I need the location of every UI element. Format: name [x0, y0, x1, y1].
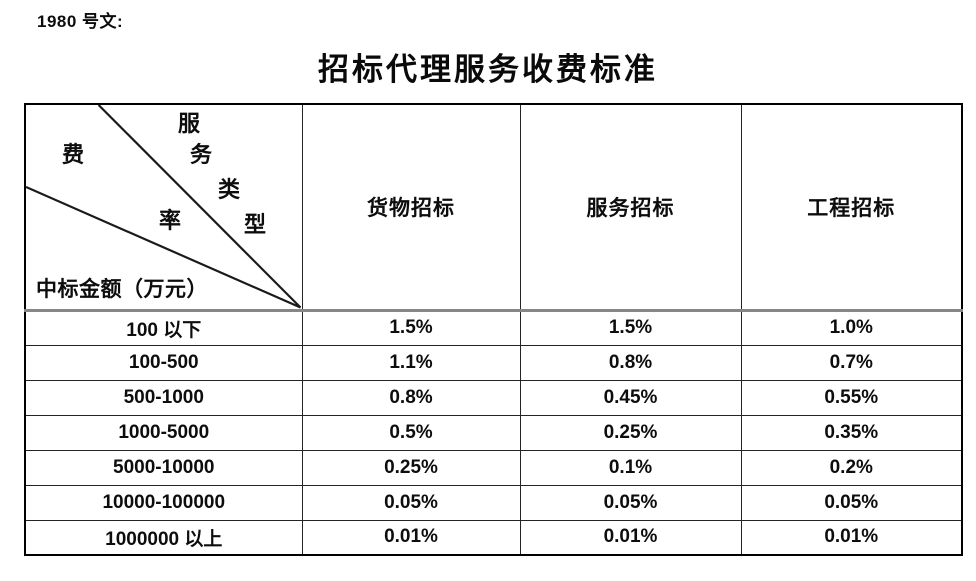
fee-value-cell: 1.0% [740, 309, 963, 346]
fee-value-cell: 0.01% [740, 519, 963, 556]
fee-value-cell: 0.8% [519, 344, 742, 381]
corner-fee-rate-char: 费 [62, 142, 85, 167]
page-title: 招标代理服务收费标准 [318, 52, 658, 87]
table-row: 100-500 1.1% 0.8% 0.7% [24, 344, 963, 381]
fee-value-cell: 0.7% [740, 344, 963, 381]
amount-range-cell: 1000000 以上 [24, 519, 303, 556]
amount-range-cell: 100-500 [24, 344, 303, 381]
fee-value-cell: 1.5% [301, 309, 521, 346]
fee-value-cell: 1.5% [519, 309, 742, 346]
amount-range-cell: 500-1000 [24, 379, 303, 416]
fee-value-cell: 0.8% [301, 379, 521, 416]
fee-value-cell: 1.1% [301, 344, 521, 381]
amount-range-cell: 5000-10000 [24, 449, 303, 486]
col-header-goods-bidding: 货物招标 [301, 103, 521, 312]
doc-number-label: 1980 号文: [37, 12, 124, 31]
fee-value-cell: 0.01% [301, 519, 521, 556]
table-row: 500-1000 0.8% 0.45% 0.55% [24, 379, 963, 416]
fee-value-cell: 0.45% [519, 379, 742, 416]
table-corner-cell: 服 务 类 型 费 率 中标金额（万元） [24, 103, 303, 312]
fee-value-cell: 0.2% [740, 449, 963, 486]
fee-value-cell: 0.05% [740, 484, 963, 521]
table-row: 10000-100000 0.05% 0.05% 0.05% [24, 484, 963, 521]
diagonal-divider-lines [26, 105, 302, 309]
amount-range-cell: 1000-5000 [24, 414, 303, 451]
fee-value-cell: 0.25% [519, 414, 742, 451]
corner-fee-rate-char: 率 [159, 208, 182, 233]
fee-standard-table: 服 务 类 型 费 率 中标金额（万元） 货物招标 服务招标 工程招标 100 … [24, 103, 963, 556]
amount-range-cell: 10000-100000 [24, 484, 303, 521]
table-row: 5000-10000 0.25% 0.1% 0.2% [24, 449, 963, 486]
fee-value-cell: 0.25% [301, 449, 521, 486]
amount-range-cell: 100 以下 [24, 309, 303, 346]
fee-value-cell: 0.35% [740, 414, 963, 451]
corner-amount-axis-label: 中标金额（万元） [36, 277, 208, 301]
col-header-works-bidding: 工程招标 [740, 103, 963, 312]
fee-value-cell: 0.55% [740, 379, 963, 416]
fee-value-cell: 0.01% [519, 519, 742, 556]
corner-service-type-char: 务 [190, 142, 213, 167]
table-row: 1000-5000 0.5% 0.25% 0.35% [24, 414, 963, 451]
table-row: 100 以下 1.5% 1.5% 1.0% [24, 309, 963, 346]
fee-value-cell: 0.05% [519, 484, 742, 521]
table-row: 1000000 以上 0.01% 0.01% 0.01% [24, 519, 963, 556]
table-header-row: 服 务 类 型 费 率 中标金额（万元） 货物招标 服务招标 工程招标 [24, 103, 963, 312]
corner-service-type-char: 类 [218, 177, 241, 202]
fee-value-cell: 0.5% [301, 414, 521, 451]
fee-value-cell: 0.1% [519, 449, 742, 486]
corner-service-type-char: 服 [178, 111, 201, 136]
fee-value-cell: 0.05% [301, 484, 521, 521]
col-header-services-bidding: 服务招标 [519, 103, 742, 312]
corner-service-type-char: 型 [244, 212, 267, 237]
